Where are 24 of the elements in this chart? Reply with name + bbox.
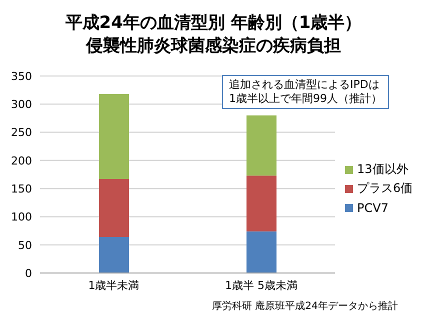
y-tick-label: 200 xyxy=(11,154,32,168)
y-tick-label: 0 xyxy=(25,266,32,280)
bar xyxy=(99,94,129,180)
y-tick-label: 350 xyxy=(11,70,32,83)
y-tick-label: 150 xyxy=(11,182,32,196)
annotation: 1歳半以上で年間99人（推計） xyxy=(229,92,382,106)
annotation: 追加される血清型によるIPDは xyxy=(229,78,380,92)
y-tick-label: 300 xyxy=(11,98,32,112)
bar xyxy=(246,115,276,176)
y-tick-label: 50 xyxy=(18,238,32,252)
legend-label: PCV7 xyxy=(357,200,388,214)
bar xyxy=(99,236,129,273)
chart-title: 平成24年の血清型別 年齢別（1歳半） xyxy=(64,12,363,35)
y-tick-label: 250 xyxy=(11,126,32,140)
bar xyxy=(246,176,276,232)
y-tick-label: 100 xyxy=(11,210,32,224)
bar xyxy=(246,231,276,273)
text: 厚労科研 庵原班平成24年データから推計 xyxy=(212,300,398,313)
legend-label: プラス6価 xyxy=(357,180,413,197)
bar xyxy=(99,179,129,237)
legend-label: 13価以外 xyxy=(357,161,408,178)
chart-subtitle: 侵襲性肺炎球菌感染症の疾病負担 xyxy=(84,35,342,58)
x-tick-label: 1歳半 5歳未満 xyxy=(225,278,298,292)
x-tick-label: 1歳半未満 xyxy=(88,278,140,292)
